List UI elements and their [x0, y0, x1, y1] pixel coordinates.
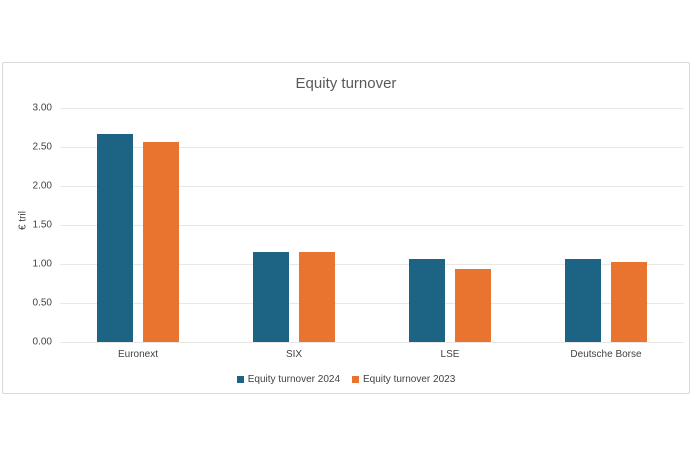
y-tick-label: 1.00 — [32, 258, 52, 270]
y-tick-label: 2.50 — [32, 141, 52, 153]
legend-label: Equity turnover 2023 — [363, 374, 456, 385]
bar — [565, 259, 601, 342]
x-category-label: Deutsche Borse — [570, 349, 642, 360]
x-axis: Euronext SIX LSE Deutsche Borse — [60, 349, 684, 363]
gridline — [60, 186, 684, 187]
chart-title: Equity turnover — [295, 75, 397, 92]
y-tick-label: 0.50 — [32, 297, 52, 309]
chart-card: Equity turnover € tril 0.00 0.50 1.00 1.50 2… — [2, 62, 690, 394]
legend-label: Equity turnover 2024 — [247, 374, 340, 385]
legend: Equity turnover 2024 Equity turnover 2023 — [3, 374, 689, 385]
gridline — [60, 303, 684, 304]
legend-item: Equity turnover 2024 — [236, 374, 340, 385]
bar — [253, 251, 289, 342]
legend-item: Equity turnover 2023 — [352, 374, 455, 385]
bar — [299, 251, 335, 342]
y-tick-label: 0.00 — [32, 336, 52, 348]
bar — [611, 261, 647, 342]
y-tick-label: 2.00 — [32, 180, 52, 192]
x-category-label: SIX — [285, 349, 303, 360]
gridline — [60, 264, 684, 265]
gridline — [60, 108, 684, 109]
legend-swatch-icon — [236, 376, 244, 383]
plot-area — [60, 108, 684, 343]
bar — [455, 269, 491, 342]
y-axis: 0.00 0.50 1.00 1.50 2.00 2.50 3.00 — [3, 103, 52, 348]
x-category-label: LSE — [440, 349, 460, 360]
gridline — [60, 147, 684, 148]
bar — [97, 133, 133, 342]
bar — [409, 259, 445, 342]
y-tick-label: 1.50 — [32, 219, 52, 231]
gridline — [60, 342, 684, 343]
x-category-label: Euronext — [117, 349, 159, 360]
gridline — [60, 225, 684, 226]
bar — [143, 141, 179, 342]
y-tick-label: 3.00 — [32, 102, 52, 114]
legend-swatch-icon — [352, 376, 359, 383]
